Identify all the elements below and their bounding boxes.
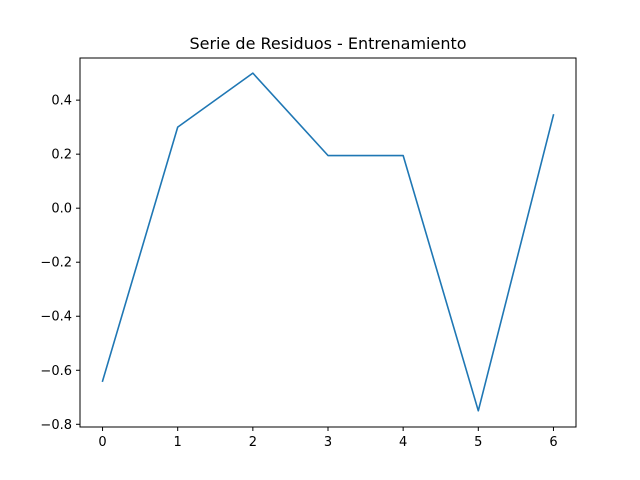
chart-title: Serie de Residuos - Entrenamiento <box>189 34 466 53</box>
y-tick-label: 0.0 <box>51 202 72 217</box>
x-tick-label: 4 <box>399 435 407 450</box>
y-axis: −0.8 −0.6 −0.4 −0.2 0.0 0.2 0.4 <box>40 94 80 433</box>
y-tick-label: −0.8 <box>40 418 72 433</box>
series-layer <box>101 72 555 412</box>
x-tick-label: 2 <box>249 435 257 450</box>
x-tick-label: 1 <box>174 435 182 450</box>
y-tick-label: 0.2 <box>51 148 72 163</box>
y-tick-label: −0.2 <box>40 256 72 271</box>
x-tick-label: 3 <box>324 435 332 450</box>
y-tick-label: −0.4 <box>40 310 72 325</box>
x-axis: 0 1 2 3 4 5 6 <box>98 427 558 450</box>
y-tick-label: −0.6 <box>40 364 72 379</box>
x-tick-label: 6 <box>549 435 557 450</box>
y-tick-label: 0.4 <box>51 94 72 109</box>
x-tick-label: 0 <box>98 435 106 450</box>
plot-area-frame <box>79 57 577 428</box>
residual-series-line <box>101 72 555 412</box>
x-tick-label: 5 <box>474 435 482 450</box>
